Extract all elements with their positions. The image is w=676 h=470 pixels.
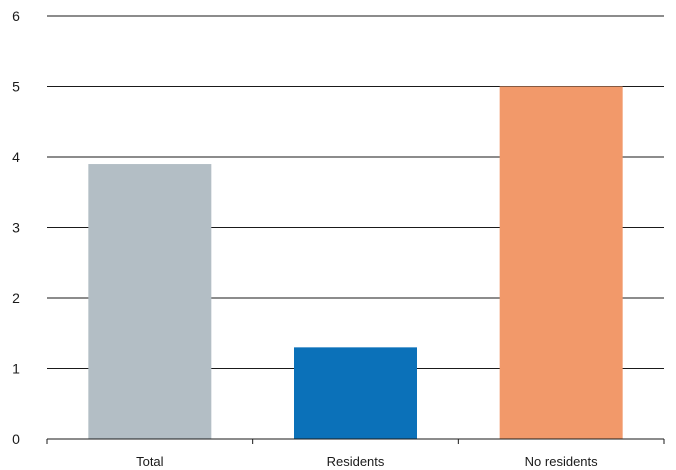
x-tick-label-total: Total	[136, 454, 164, 469]
x-axis-category-labels: Total Residents No residents	[136, 454, 598, 469]
bar-total	[88, 164, 212, 440]
y-tick-label-2: 2	[12, 290, 20, 306]
y-axis-tick-labels: 0 1 2 3 4 5 6	[12, 8, 20, 447]
bar-no-residents	[499, 86, 623, 439]
y-tick-label-1: 1	[12, 361, 20, 377]
x-tick-label-no-residents: No residents	[525, 454, 598, 469]
y-tick-label-4: 4	[12, 149, 20, 165]
y-tick-label-3: 3	[12, 220, 20, 236]
bars	[88, 86, 623, 440]
x-axis	[46, 438, 665, 444]
y-tick-label-0: 0	[12, 431, 20, 447]
y-tick-label-5: 5	[12, 79, 20, 95]
y-tick-label-6: 6	[12, 8, 20, 24]
x-tick-label-residents: Residents	[327, 454, 385, 469]
bar-residents	[294, 347, 417, 439]
